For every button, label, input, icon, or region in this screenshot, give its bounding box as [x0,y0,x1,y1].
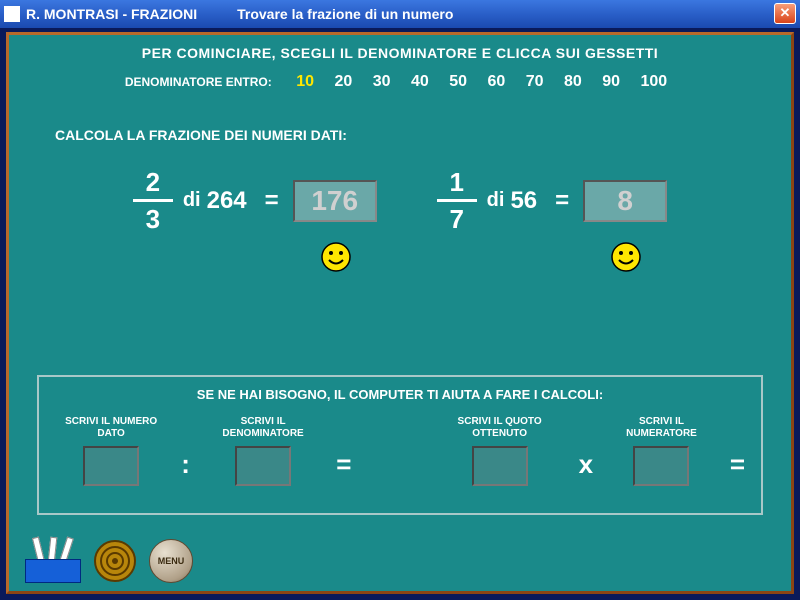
denom-option-30[interactable]: 30 [373,73,391,90]
problem-1: 2 3 di 264 = 176 [133,169,377,232]
smiley-icon [611,242,641,272]
denom-option-40[interactable]: 40 [411,73,429,90]
instruction-calc: CALCOLA LA FRAZIONE DEI NUMERI DATI: [55,127,791,143]
app-title: R. MONTRASI - FRAZIONI [26,6,197,22]
denom-option-80[interactable]: 80 [564,73,582,90]
multiply-op: x [579,449,593,486]
fraction-2: 1 7 [437,169,477,232]
problems-row: 2 3 di 264 = 176 1 7 [9,169,791,232]
app-icon [4,6,20,22]
denominator: 7 [449,206,463,232]
answer-input-1[interactable]: 176 [293,180,377,222]
help-panel: SE NE HAI BISOGNO, IL COMPUTER TI AIUTA … [37,375,763,515]
equals-op-2: = [730,449,745,486]
numerator: 1 [449,169,463,195]
chalk-button[interactable] [25,537,81,583]
denominator: 3 [146,206,160,232]
help-label-2: SCRIVI IL DENOMINATORE [204,416,322,440]
help-label-4: SCRIVI IL NUMERATORE [607,416,716,440]
help-input-denom[interactable] [235,446,291,486]
chalk-box-base [25,559,81,583]
app-window: R. MONTRASI - FRAZIONI Trovare la frazio… [0,0,800,600]
help-label-1: SCRIVI IL NUMERO DATO [55,416,167,440]
problem-2: 1 7 di 56 = 8 [437,169,668,232]
denom-option-10[interactable]: 10 [296,73,314,90]
help-title: SE NE HAI BISOGNO, IL COMPUTER TI AIUTA … [55,387,745,402]
titlebar: R. MONTRASI - FRAZIONI Trovare la frazio… [0,0,800,28]
fraction-bar [133,199,173,202]
fraction-bar [437,199,477,202]
equals: = [555,187,569,215]
fraction-1: 2 3 [133,169,173,232]
gong-button[interactable] [93,539,137,583]
denom-option-60[interactable]: 60 [487,73,505,90]
instruction-top: PER COMINCIARE, SCEGLI IL DENOMINATORE E… [9,45,791,61]
denominator-selector: DENOMINATORE ENTRO: 10 20 30 40 50 60 70… [9,73,791,91]
close-button[interactable]: ✕ [774,3,796,24]
denom-option-20[interactable]: 20 [334,73,352,90]
di-text: di [487,189,505,212]
smiley-icon [321,242,351,272]
app-subtitle: Trovare la frazione di un numero [237,6,453,22]
denom-option-90[interactable]: 90 [602,73,620,90]
equals-op-1: = [336,449,351,486]
equals: = [265,187,279,215]
denominator-label: DENOMINATORE ENTRO: [125,75,272,89]
of-number: 264 [207,187,247,215]
bottom-toolbar: MENU [25,537,193,583]
help-input-number[interactable] [83,446,139,486]
help-input-numerator[interactable] [633,446,689,486]
denom-option-100[interactable]: 100 [640,73,667,90]
denom-option-50[interactable]: 50 [449,73,467,90]
help-label-3: SCRIVI IL QUOTO OTTENUTO [435,416,565,440]
answer-input-2[interactable]: 8 [583,180,667,222]
divide-op: : [181,449,190,486]
chalkboard: PER COMINCIARE, SCEGLI IL DENOMINATORE E… [6,32,794,594]
numerator: 2 [146,169,160,195]
help-input-quotient[interactable] [472,446,528,486]
of-number: 56 [510,187,537,215]
menu-button[interactable]: MENU [149,539,193,583]
di-text: di [183,189,201,212]
denom-option-70[interactable]: 70 [526,73,544,90]
menu-label: MENU [158,556,185,566]
